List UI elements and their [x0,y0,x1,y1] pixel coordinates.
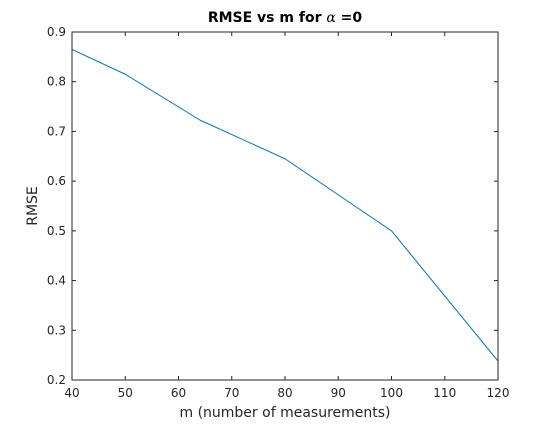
y-tick-label: 0.3 [47,323,66,337]
x-tick-label: 120 [487,386,510,400]
y-tick-label: 0.5 [47,224,66,238]
chart-title-prefix: RMSE vs m for [208,10,327,26]
x-ticks: 40 50 60 70 80 90 100 110 120 [64,32,509,400]
chart-title: RMSE vs m for α =0 [208,10,363,26]
x-tick-label: 60 [171,386,186,400]
x-tick-label: 50 [118,386,133,400]
chart-title-suffix: =0 [336,10,363,26]
y-tick-label: 0.4 [47,274,66,288]
x-tick-label: 80 [277,386,292,400]
series-layer [71,48,499,362]
chart-title-symbol: α [326,10,336,26]
x-tick-label: 40 [64,386,79,400]
y-tick-label: 0.2 [47,373,66,387]
y-tick-label: 0.7 [47,124,66,138]
series-line-1 [71,48,499,362]
y-tick-label: 0.6 [47,174,66,188]
x-axis-label: m (number of measurements) [179,405,390,421]
x-tick-label: 100 [380,386,403,400]
y-ticks: 0.2 0.3 0.4 0.5 0.6 0.7 0.8 0.9 [47,25,498,387]
x-tick-label: 90 [331,386,346,400]
y-tick-label: 0.8 [47,75,66,89]
y-axis-label: RMSE [25,186,41,226]
x-tick-label: 70 [224,386,239,400]
plot-area [72,32,498,380]
y-tick-label: 0.9 [47,25,66,39]
x-tick-label: 110 [433,386,456,400]
